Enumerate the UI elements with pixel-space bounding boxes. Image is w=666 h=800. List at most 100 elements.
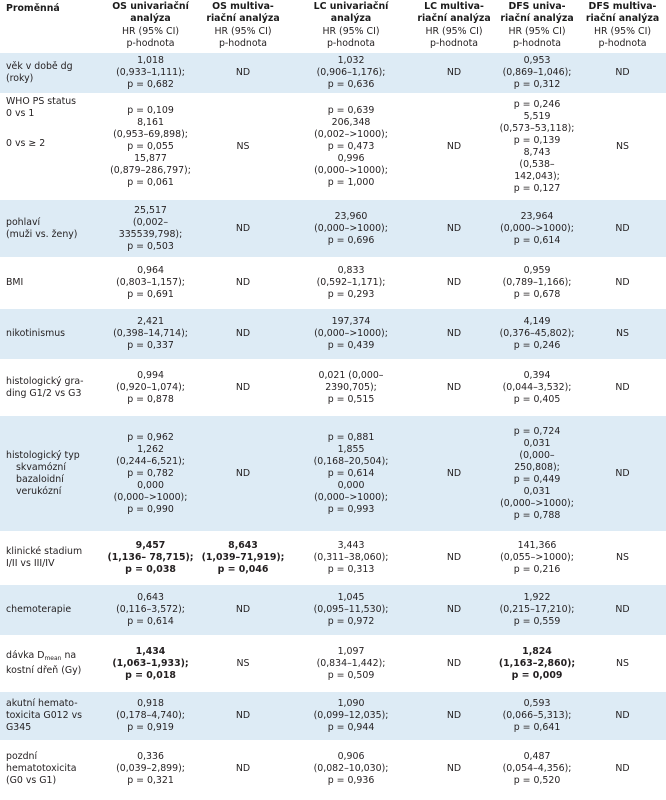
cell-os-uni: 0,643 (0,116–3,572); p = 0,614 [104,584,197,636]
cell-dfs-multi: NS [616,140,629,152]
cell-os-multi: ND [197,308,289,360]
row-label: pohlaví (muži vs. ženy) [0,199,104,258]
cell-lc-multi: ND [413,415,495,532]
cell-lc-uni: 197,374 (0,000–>1000); p = 0,439 [289,308,413,360]
table-row: histologický typ skvamózní bazaloidní veruk… [0,415,666,532]
cell-dfs-multi: ND [579,691,666,741]
cell-dfs-multi: ND [615,763,630,774]
cell-os-multi: 8,643 (1,039–71,919); p = 0,046 [201,540,285,575]
header-dfs-multi: DFS multiva-riační analýza [585,1,660,24]
cell-os-uni: 1,434 (1,063–1,933); p = 0,018 [112,645,189,681]
cell-lc-multi: ND [446,140,462,152]
cell-lc-uni: p = 0,881 1,855 (0,168–20,504); p = 0,614 0,… [289,415,413,532]
cell-dfs-multi: ND [615,381,630,393]
cell-os-uni: 0,336 (0,039–2,899); p = 0,321 [116,751,185,786]
cell-dfs-uni: 0,593 (0,066–5,313); p = 0,641 [495,691,579,741]
cell-lc-uni: 1,032 (0,906–1,176); p = 0,636 [289,52,413,94]
cell-os-uni: p = 0,109 8,161 (0,953–69,898); p = 0,055 15… [110,104,191,188]
cell-lc-multi: ND [446,657,462,669]
cell-os-multi: ND [197,691,289,741]
cell-dfs-uni: 141,366 (0,055–>1000); p = 0,216 [500,540,574,575]
table-row: histologický gra-ding G1/2 vs G3 0,994 (0… [0,359,666,416]
header-dfs-uni: DFS univa-riační analýza [500,1,574,24]
cell-lc-multi: ND [413,199,495,258]
cell-os-multi: ND [197,52,289,94]
subheader-dfs-uni: HR (95% CI) p-hodnota [508,26,566,49]
table-row: věk v době dg (roky) 1,018 (0,933–1,111); p… [0,52,666,94]
table-row: pohlaví (muži vs. ženy) 25,517 (0,002– 3355… [0,199,666,258]
cell-os-uni: p = 0,962 1,262 (0,244–6,521); p = 0,782 0,0… [104,415,197,532]
row-label: akutní hemato-toxicita G012 vs G345 [0,691,104,741]
cell-dfs-multi: NS [616,552,629,563]
cell-lc-multi: ND [413,308,495,360]
cell-dfs-uni: 0,953 (0,869–1,046); p = 0,312 [495,52,579,94]
subheader-os-uni: HR (95% CI) p-hodnota [122,26,179,49]
cell-dfs-uni: 23,964 (0,000–>1000); p = 0,614 [495,199,579,258]
cell-os-multi: ND [197,199,289,258]
cell-lc-uni: 1,090 (0,099–12,035); p = 0,944 [289,691,413,741]
cell-dfs-uni: 4,149 (0,376–45,802); p = 0,246 [495,308,579,360]
cell-lc-uni: 0,021 (0,000– 2390,705); p = 0,515 [318,369,384,405]
cell-dfs-multi: NS [616,657,629,669]
table-row: BMI 0,964 (0,803–1,157); p = 0,691 ND 0,83… [0,257,666,309]
subheader-lc-multi: HR (95% CI) p-hodnota [425,26,483,49]
cell-dfs-multi: ND [615,277,630,288]
cell-os-multi: ND [235,277,251,288]
cell-os-multi: ND [235,763,251,774]
row-label: věk v době dg (roky) [0,52,104,94]
subheader-lc-uni: HR (95% CI) p-hodnota [322,26,380,49]
table-row: WHO PS status 0 vs 1 0 vs ≥ 2 p = 0,109 8… [0,93,666,200]
cell-os-uni: 25,517 (0,002– 335539,798); p = 0,503 [104,199,197,258]
cell-dfs-multi: ND [579,52,666,94]
header-os-multi: OS multiva-riační analýza [206,1,280,24]
subheader-dfs-multi: HR (95% CI) p-hodnota [594,26,651,49]
cell-lc-uni: p = 0,639 206,348 (0,002–>1000); p = 0,473 0… [314,104,388,188]
cell-dfs-uni: 0,394 (0,044–3,532); p = 0,405 [502,369,572,405]
cell-dfs-uni: 0,487 (0,054–4,356); p = 0,520 [502,751,572,786]
cell-dfs-uni: p = 0,724 0,031 (0,000–250,808); p = 0,449 0… [495,415,579,532]
cell-lc-uni: 23,960 (0,000–>1000); p = 0,696 [289,199,413,258]
cell-lc-uni: 0,906 (0,082–10,030); p = 0,936 [313,751,389,786]
row-label: histologický typ skvamózní bazaloidní veruk… [0,415,104,532]
cell-os-multi: NS [236,657,250,669]
cell-lc-multi: ND [446,552,462,563]
cell-lc-multi: ND [446,381,462,393]
cell-os-uni: 2,421 (0,398–14,714); p = 0,337 [104,308,197,360]
table-row: akutní hemato-toxicita G012 vs G345 0,918… [0,691,666,741]
cell-os-uni: 9,457 (1,136– 78,715); p = 0,038 [107,540,194,575]
header-lc-uni: LC univariační analýza [313,1,389,24]
cell-os-multi: ND [197,584,289,636]
row-label: nikotinismus [0,308,104,360]
row-label: pozdní hematotoxicita (G0 vs G1) [6,751,77,786]
table-row: nikotinismus 2,421 (0,398–14,714); p = 0,3… [0,308,666,360]
cell-dfs-multi: NS [579,308,666,360]
row-label: BMI [6,277,24,288]
cell-os-uni: 1,018 (0,933–1,111); p = 0,682 [104,52,197,94]
cell-lc-uni: 3,443 (0,311–38,060); p = 0,313 [313,540,389,575]
cell-lc-multi: ND [413,52,495,94]
subheader-os-multi: HR (95% CI) p-hodnota [214,26,272,49]
header-lc-multi: LC multiva-riační analýza [417,1,491,24]
cell-dfs-uni: 0,959 (0,789–1,166); p = 0,678 [502,265,572,300]
cell-lc-multi: ND [413,691,495,741]
cell-os-uni: 0,964 (0,803–1,157); p = 0,691 [116,265,185,300]
cell-lc-multi: ND [413,584,495,636]
table-row: pozdní hematotoxicita (G0 vs G1) 0,336 (0,0… [0,740,666,798]
cell-lc-multi: ND [446,277,462,288]
header-variable: Proměnná [6,3,60,14]
row-label: WHO PS status 0 vs 1 0 vs ≥ 2 [6,96,77,149]
row-label: histologický gra-ding G1/2 vs G3 [6,375,84,399]
table-row: dávka Dmean na kostní dřeň (Gy) 1,434 (1,0… [0,635,666,692]
cell-os-multi: NS [236,140,250,152]
cell-os-multi: ND [235,381,251,393]
row-label: dávka Dmean na kostní dřeň (Gy) [6,650,82,676]
header-os-uni: OS univariační analýza [112,1,189,24]
cell-lc-uni: 1,045 (0,095–11,530); p = 0,972 [289,584,413,636]
cell-dfs-uni: 1,922 (0,215–17,210); p = 0,559 [495,584,579,636]
cell-os-uni: 0,994 (0,920–1,074); p = 0,878 [116,369,185,405]
header-empty [0,25,104,53]
cell-dfs-multi: ND [579,415,666,532]
cell-os-multi: ND [197,415,289,532]
cell-lc-uni: 1,097 (0,834–1,442); p = 0,509 [316,645,386,681]
